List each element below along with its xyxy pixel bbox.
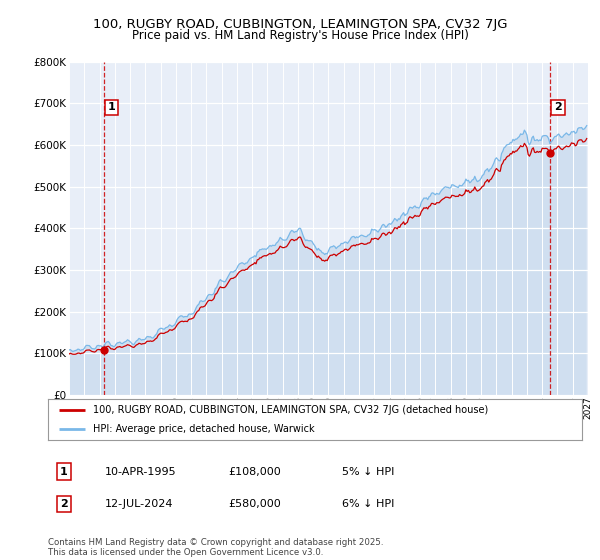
- Text: 1: 1: [107, 102, 115, 113]
- Text: 10-APR-1995: 10-APR-1995: [105, 466, 176, 477]
- Text: Price paid vs. HM Land Registry's House Price Index (HPI): Price paid vs. HM Land Registry's House …: [131, 29, 469, 42]
- Text: 12-JUL-2024: 12-JUL-2024: [105, 499, 173, 509]
- Text: £108,000: £108,000: [228, 466, 281, 477]
- Text: 2: 2: [60, 499, 68, 509]
- Text: 2: 2: [554, 102, 562, 113]
- Text: 100, RUGBY ROAD, CUBBINGTON, LEAMINGTON SPA, CV32 7JG: 100, RUGBY ROAD, CUBBINGTON, LEAMINGTON …: [93, 18, 507, 31]
- Text: 6% ↓ HPI: 6% ↓ HPI: [342, 499, 394, 509]
- Text: 1: 1: [60, 466, 68, 477]
- Text: Contains HM Land Registry data © Crown copyright and database right 2025.
This d: Contains HM Land Registry data © Crown c…: [48, 538, 383, 557]
- Text: HPI: Average price, detached house, Warwick: HPI: Average price, detached house, Warw…: [94, 424, 315, 433]
- Text: 100, RUGBY ROAD, CUBBINGTON, LEAMINGTON SPA, CV32 7JG (detached house): 100, RUGBY ROAD, CUBBINGTON, LEAMINGTON …: [94, 405, 488, 415]
- Text: £580,000: £580,000: [228, 499, 281, 509]
- Text: 5% ↓ HPI: 5% ↓ HPI: [342, 466, 394, 477]
